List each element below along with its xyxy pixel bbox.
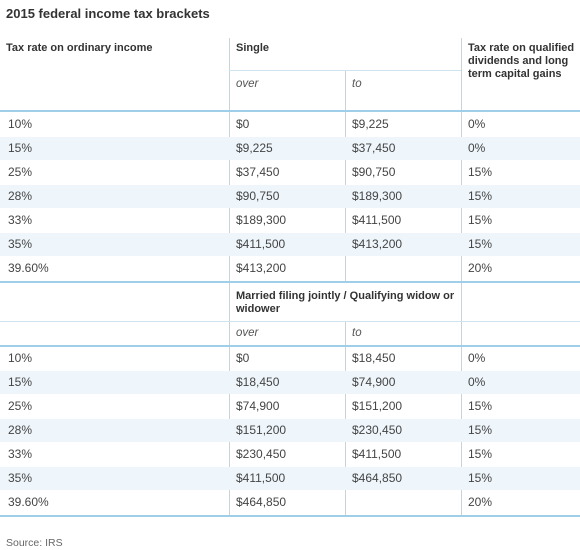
capital-rate-cell: 15% bbox=[468, 423, 493, 437]
rate-cell: 25% bbox=[8, 399, 33, 413]
divider bbox=[0, 321, 580, 322]
divider bbox=[0, 281, 580, 283]
capital-rate-cell: 0% bbox=[468, 117, 486, 131]
rate-cell: 15% bbox=[8, 141, 33, 155]
capital-rate-cell: 15% bbox=[468, 165, 493, 179]
to-cell: $9,225 bbox=[352, 117, 389, 131]
sub-header-to: to bbox=[352, 78, 362, 90]
page-title: 2015 federal income tax brackets bbox=[6, 6, 210, 21]
rate-cell: 28% bbox=[8, 423, 33, 437]
capital-rate-cell: 15% bbox=[468, 399, 493, 413]
sub-header-to: to bbox=[352, 327, 362, 339]
rate-cell: 39.60% bbox=[8, 261, 49, 275]
rate-cell: 33% bbox=[8, 213, 33, 227]
over-cell: $411,500 bbox=[236, 471, 286, 485]
divider bbox=[229, 70, 461, 71]
header-married: Married filing jointly / Qualifying wido… bbox=[236, 290, 455, 315]
over-cell: $464,850 bbox=[236, 495, 287, 509]
over-cell: $151,200 bbox=[236, 423, 287, 437]
table-row: 15% $9,225 $37,450 0% bbox=[0, 137, 580, 160]
capital-rate-cell: 15% bbox=[468, 213, 493, 227]
capital-rate-cell: 15% bbox=[468, 447, 493, 461]
table-row: 39.60% $464,850 20% bbox=[0, 491, 580, 514]
rate-cell: 10% bbox=[8, 351, 33, 365]
over-cell: $9,225 bbox=[236, 141, 273, 155]
table-row: 15% $18,450 $74,900 0% bbox=[0, 371, 580, 394]
over-cell: $74,900 bbox=[236, 399, 280, 413]
source-note: Source: IRS bbox=[6, 537, 63, 549]
capital-rate-cell: 0% bbox=[468, 375, 486, 389]
to-cell: $411,500 bbox=[352, 447, 402, 461]
header-rate: Tax rate on ordinary income bbox=[6, 42, 153, 54]
to-cell: $230,450 bbox=[352, 423, 403, 437]
table-row: 28% $90,750 $189,300 15% bbox=[0, 185, 580, 208]
capital-rate-cell: 0% bbox=[468, 351, 486, 365]
over-cell: $230,450 bbox=[236, 447, 287, 461]
table-row: 28% $151,200 $230,450 15% bbox=[0, 419, 580, 442]
table-row: 10% $0 $9,225 0% bbox=[0, 113, 580, 136]
to-cell: $151,200 bbox=[352, 399, 403, 413]
table-row: 10% $0 $18,450 0% bbox=[0, 347, 580, 370]
capital-rate-cell: 0% bbox=[468, 141, 486, 155]
to-cell: $189,300 bbox=[352, 189, 403, 203]
to-cell: $464,850 bbox=[352, 471, 403, 485]
divider bbox=[345, 71, 346, 281]
over-cell: $189,300 bbox=[236, 213, 287, 227]
divider bbox=[0, 515, 580, 517]
rate-cell: 35% bbox=[8, 237, 33, 251]
divider bbox=[0, 345, 580, 347]
table-row: 25% $37,450 $90,750 15% bbox=[0, 161, 580, 184]
rate-cell: 35% bbox=[8, 471, 33, 485]
header-capital: Tax rate on qualified dividends and long… bbox=[468, 42, 575, 80]
over-cell: $90,750 bbox=[236, 189, 280, 203]
to-cell: $37,450 bbox=[352, 141, 396, 155]
to-cell: $18,450 bbox=[352, 351, 396, 365]
table-row: 33% $230,450 $411,500 15% bbox=[0, 443, 580, 466]
header-single: Single bbox=[236, 42, 270, 54]
over-cell: $411,500 bbox=[236, 237, 286, 251]
capital-rate-cell: 20% bbox=[468, 261, 493, 275]
rate-cell: 15% bbox=[8, 375, 33, 389]
over-cell: $413,200 bbox=[236, 261, 287, 275]
rate-cell: 25% bbox=[8, 165, 33, 179]
table-row: 25% $74,900 $151,200 15% bbox=[0, 395, 580, 418]
rate-cell: 33% bbox=[8, 447, 33, 461]
over-cell: $0 bbox=[236, 351, 250, 365]
sub-header-over: over bbox=[236, 78, 259, 90]
over-cell: $37,450 bbox=[236, 165, 280, 179]
table-row: 33% $189,300 $411,500 15% bbox=[0, 209, 580, 232]
table-row: 35% $411,500 $464,850 15% bbox=[0, 467, 580, 490]
over-cell: $18,450 bbox=[236, 375, 280, 389]
rate-cell: 28% bbox=[8, 189, 33, 203]
divider bbox=[461, 38, 462, 516]
rate-cell: 39.60% bbox=[8, 495, 49, 509]
table-row: 35% $411,500 $413,200 15% bbox=[0, 233, 580, 256]
divider bbox=[0, 110, 580, 112]
sub-header-over: over bbox=[236, 327, 259, 339]
to-cell: $74,900 bbox=[352, 375, 396, 389]
capital-rate-cell: 20% bbox=[468, 495, 493, 509]
capital-rate-cell: 15% bbox=[468, 471, 493, 485]
over-cell: $0 bbox=[236, 117, 250, 131]
table-row: 39.60% $413,200 20% bbox=[0, 257, 580, 280]
rate-cell: 10% bbox=[8, 117, 33, 131]
capital-rate-cell: 15% bbox=[468, 237, 493, 251]
divider bbox=[229, 38, 230, 516]
to-cell: $413,200 bbox=[352, 237, 403, 251]
to-cell: $90,750 bbox=[352, 165, 396, 179]
capital-rate-cell: 15% bbox=[468, 189, 493, 203]
to-cell: $411,500 bbox=[352, 213, 402, 227]
